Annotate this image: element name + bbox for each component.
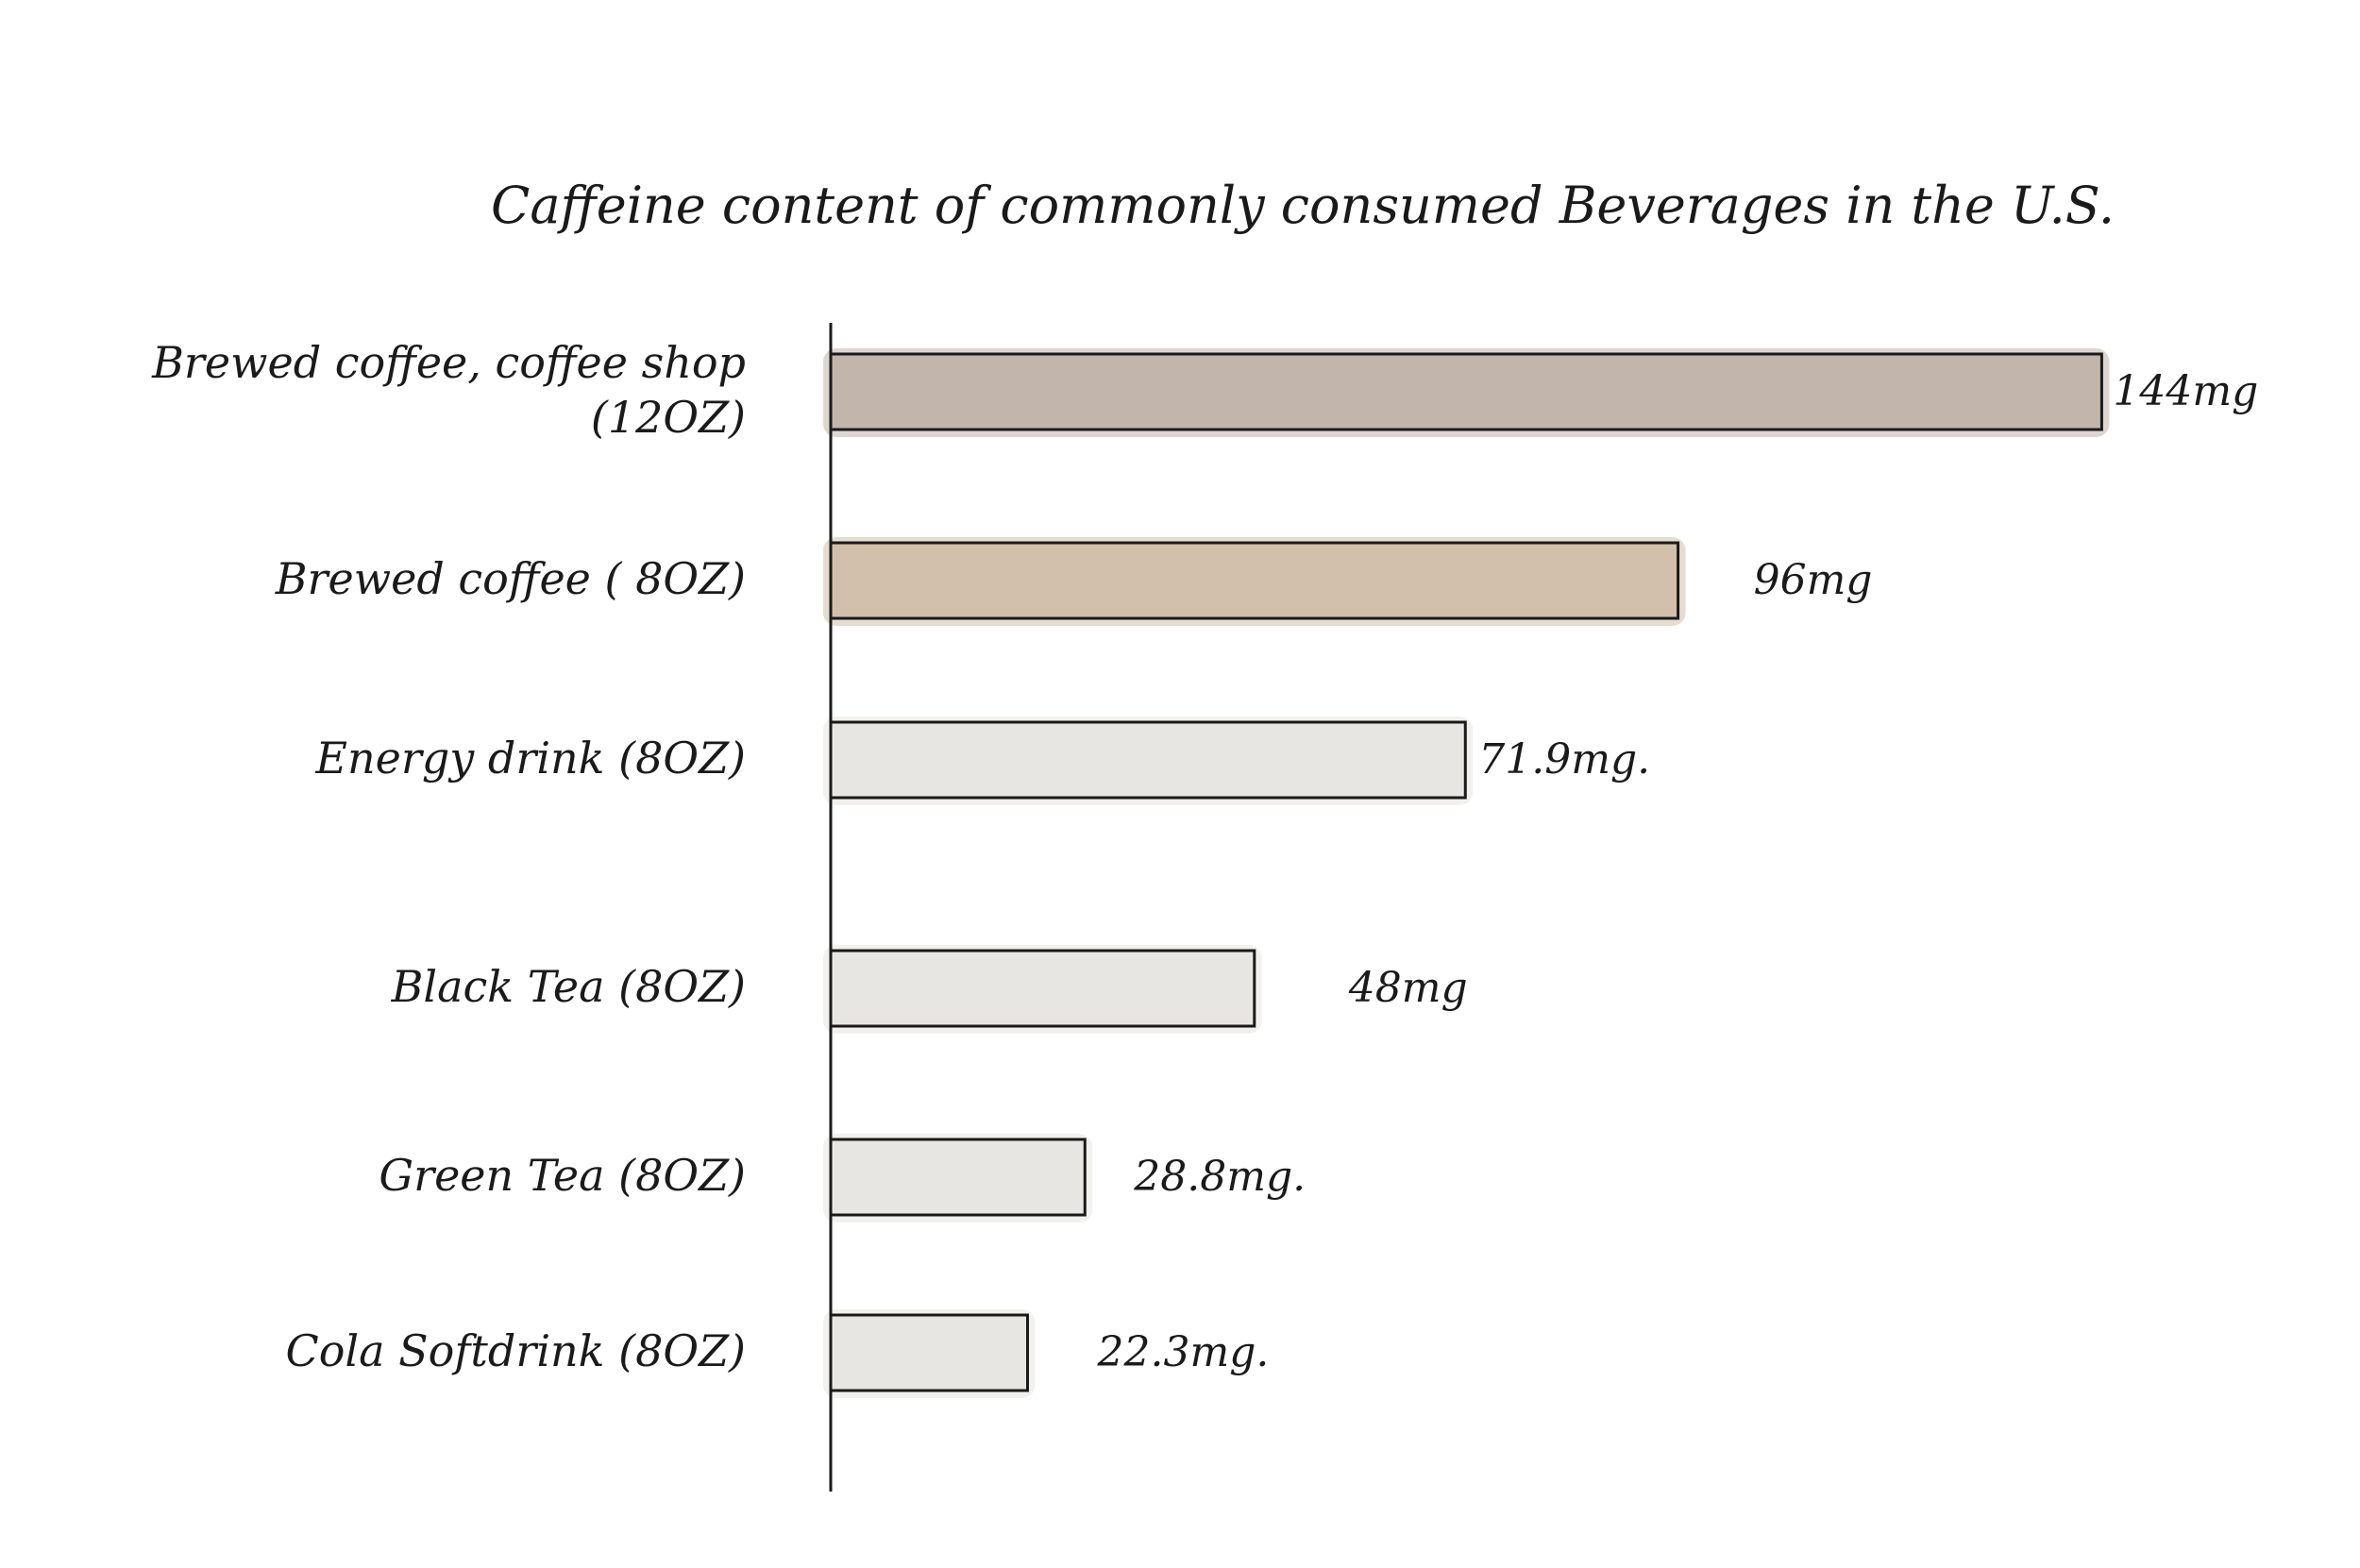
value-label-2: 71.9mg. — [1478, 735, 1650, 784]
category-label-3: Black Tea (8OZ) — [391, 961, 746, 1012]
value-label-3: 48mg — [1348, 964, 1468, 1012]
bar-3 — [829, 949, 1256, 1028]
bars-layer: 144mg Brewed coffee, coffee shop(12OZ) 96m… — [151, 337, 2258, 1398]
value-label-0: 144mg — [2113, 367, 2258, 415]
category-label-1: Brewed coffee ( 8OZ) — [275, 553, 746, 604]
bar-4 — [829, 1138, 1087, 1217]
bar-5 — [829, 1313, 1030, 1392]
category-label-5: Cola Softdrink (8OZ) — [286, 1325, 746, 1376]
value-label-4: 28.8mg. — [1133, 1153, 1306, 1201]
bar-0 — [829, 352, 2103, 431]
bar-1 — [829, 541, 1680, 620]
category-label-2: Energy drink (8OZ) — [314, 733, 746, 784]
bar-2 — [829, 720, 1467, 800]
category-label-0-line-1: (12OZ) — [591, 392, 746, 443]
chart-title: Caffeine content of commonly consumed Be… — [491, 176, 2115, 235]
value-label-5: 22.3mg. — [1097, 1328, 1270, 1376]
category-label-4: Green Tea (8OZ) — [379, 1150, 746, 1201]
category-label-0-line-0: Brewed coffee, coffee shop — [151, 337, 746, 388]
value-label-1: 96mg — [1754, 556, 1873, 604]
